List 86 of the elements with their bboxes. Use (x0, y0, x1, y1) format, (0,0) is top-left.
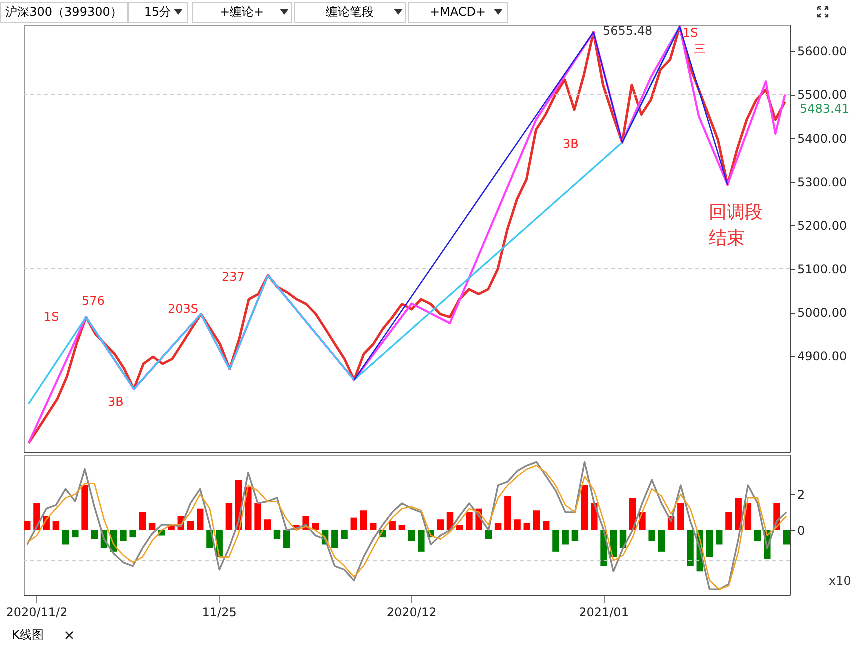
bar (716, 530, 723, 545)
bar (264, 520, 272, 530)
annotation: 3B (563, 137, 579, 151)
text: x10 (829, 574, 852, 588)
bar (524, 523, 530, 530)
bar (82, 486, 88, 530)
bar (754, 530, 762, 542)
bar (254, 503, 262, 530)
y-tick-label: 5100.00 (798, 262, 848, 276)
bar (735, 498, 742, 530)
bar (572, 530, 579, 542)
bar (418, 530, 425, 552)
bar (706, 530, 714, 558)
bar (148, 523, 156, 530)
annotation: 三 (694, 42, 706, 56)
bar (542, 521, 550, 530)
bar (332, 530, 338, 548)
bar (456, 525, 464, 530)
bar (466, 512, 473, 530)
y-tick-label: 5200.00 (798, 218, 848, 233)
bar (72, 530, 79, 538)
bar (350, 518, 358, 530)
bar (726, 512, 732, 530)
y-tick-label: 0 (798, 524, 806, 538)
bar (437, 520, 444, 530)
annotation: 回调段结束 (709, 201, 764, 251)
y-tick-label: 5300.00 (798, 175, 848, 190)
bar (533, 510, 540, 530)
x-tick-label: 2020/12 (386, 606, 437, 620)
line-series (354, 26, 728, 381)
annotation: 1S (44, 310, 60, 324)
bar (24, 521, 31, 530)
bar (274, 530, 281, 540)
x-tick-label: 2020/11/2 (6, 606, 68, 620)
bar (120, 530, 127, 542)
bar (687, 530, 694, 566)
bar (562, 530, 569, 545)
bar (52, 521, 60, 530)
annotation: 237 (222, 270, 245, 284)
bar (783, 530, 790, 545)
bar (408, 530, 416, 542)
bar (389, 521, 396, 530)
bar (91, 530, 98, 540)
text: +MACD+ (408, 2, 508, 23)
text: K线图 (12, 628, 44, 642)
text: 缠论笔段 (294, 2, 406, 23)
chart-title: 沪深300（399300） (0, 2, 128, 23)
annotation: 203S (168, 302, 199, 316)
y-tick-label: 5500.00 (798, 88, 848, 102)
bar (591, 503, 598, 530)
y-tick-label: 4900.00 (798, 350, 848, 364)
bar (678, 503, 684, 530)
bar (648, 530, 656, 542)
bar (398, 525, 406, 530)
y-tick-label: 5000.00 (798, 306, 848, 320)
line-series (28, 26, 681, 405)
x-tick-label: 11/25 (202, 606, 237, 620)
bar (552, 530, 560, 552)
bar (514, 520, 521, 530)
bar (658, 530, 666, 552)
text: +缠论+ (192, 2, 292, 23)
bar (284, 530, 290, 548)
x-tick-label: 2021/01 (579, 606, 629, 620)
text: 15分 (128, 2, 188, 23)
annotation: 576 (82, 294, 105, 308)
annotation: 3B (108, 395, 124, 409)
annotation: 5655.48 (603, 24, 653, 38)
bar (360, 510, 368, 530)
bar (139, 512, 146, 530)
bar (370, 523, 377, 530)
bar (187, 521, 194, 530)
text: 5483.41 (800, 102, 850, 116)
annotation: 1S (683, 26, 698, 40)
bar (581, 486, 588, 530)
y-tick-label: 5400.00 (798, 132, 848, 146)
y-tick-label: 5600.00 (798, 44, 848, 59)
bar (245, 487, 252, 530)
bar (197, 508, 204, 530)
bar (485, 530, 492, 540)
bar (226, 503, 233, 530)
bar (504, 496, 512, 530)
bar (494, 523, 502, 530)
bar (341, 530, 348, 540)
y-tick-label: 2 (798, 488, 806, 502)
bar (62, 530, 70, 545)
bar (130, 530, 136, 538)
